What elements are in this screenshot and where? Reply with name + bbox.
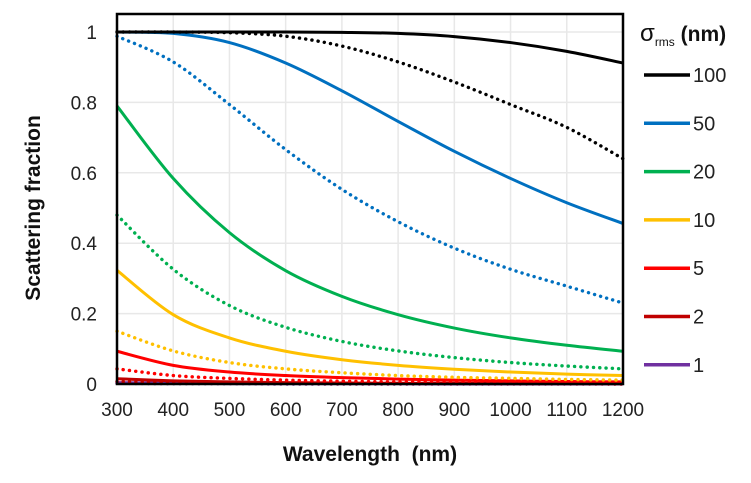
series-line-sigma-10-dotted — [115, 329, 625, 382]
series-line-sigma-50-solid — [116, 30, 624, 225]
series-line-sigma-20-dotted — [115, 213, 625, 371]
legend-title-unit: (nm) — [675, 23, 726, 46]
x-tick-label: 300 — [101, 400, 133, 421]
legend-label: 2 — [693, 307, 704, 329]
series-line-sigma-50-dotted — [115, 34, 625, 305]
y-tick-label: 1 — [86, 23, 97, 44]
x-tick-label: 1100 — [546, 400, 587, 421]
legend-entry: 1 — [644, 355, 704, 377]
x-tick-label: 1000 — [489, 400, 531, 421]
legend-entry: 50 — [644, 113, 715, 135]
x-tick-label: 700 — [326, 400, 358, 421]
legend-label: 5 — [693, 258, 704, 280]
legend-label: 10 — [693, 210, 715, 232]
x-tick-label: 1200 — [602, 400, 644, 421]
legend-title: σrms (nm) — [640, 20, 726, 49]
y-tick-labels: 0 0.2 0.4 0.6 0.8 1 — [71, 23, 98, 396]
series-line-sigma-5-solid — [116, 349, 624, 384]
legend-entry: 20 — [644, 162, 715, 184]
y-tick-label: 0.2 — [71, 305, 97, 326]
series-lines — [115, 30, 625, 386]
y-tick-label: 0 — [86, 375, 97, 396]
x-axis-title: Wavelength (nm) — [283, 443, 457, 466]
legend: σrms (nm) 100 50 20 10 5 2 1 — [640, 20, 726, 377]
legend-label: 100 — [693, 65, 726, 87]
series-line-sigma-100-solid — [116, 30, 624, 65]
x-tick-label: 900 — [438, 400, 470, 421]
y-tick-label: 0.6 — [71, 164, 97, 185]
legend-label: 1 — [693, 355, 704, 377]
x-tick-label: 600 — [270, 400, 302, 421]
plot-area-frame — [115, 12, 625, 386]
legend-entry: 5 — [644, 258, 704, 280]
legend-entry: 100 — [644, 65, 726, 87]
y-tick-label: 0.4 — [71, 234, 98, 255]
series-line-sigma-100-dotted — [115, 30, 625, 161]
series-line-sigma-10-solid — [116, 269, 624, 378]
y-axis-title: Scattering fraction — [22, 115, 45, 301]
x-tick-label: 800 — [382, 400, 414, 421]
x-tick-label: 400 — [157, 400, 189, 421]
y-tick-label: 0.8 — [71, 93, 97, 114]
x-tick-labels: 300 400 500 600 700 800 900 1000 1100 1200 — [101, 400, 644, 421]
legend-entry: 2 — [644, 307, 704, 329]
legend-label: 50 — [693, 113, 715, 135]
legend-title-sigma: σ — [640, 20, 655, 47]
series-line-sigma-20-solid — [115, 105, 624, 353]
legend-title-sub: rms — [655, 35, 675, 49]
legend-label: 20 — [693, 162, 715, 184]
legend-entry: 10 — [644, 210, 715, 232]
x-tick-label: 500 — [214, 400, 246, 421]
